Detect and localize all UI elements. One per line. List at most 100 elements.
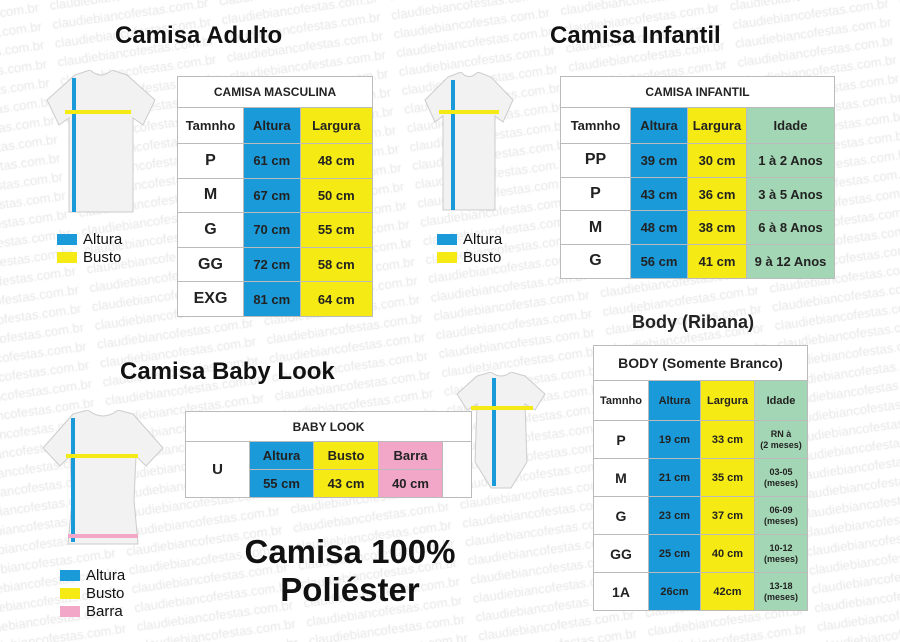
altura-swatch bbox=[437, 233, 457, 245]
legend-label: Busto bbox=[86, 584, 125, 602]
altura-cell: 26cm bbox=[648, 572, 701, 611]
col-header: Altura bbox=[648, 380, 701, 421]
material-line-2: Poliéster bbox=[280, 571, 420, 608]
idade-line: 13-18 bbox=[769, 580, 793, 591]
legend-label: Altura bbox=[83, 230, 123, 248]
bodysuit-image bbox=[456, 372, 546, 489]
size-cell: G bbox=[560, 244, 631, 279]
table-row: M 21 cm 35 cm 03-05 (meses) bbox=[593, 458, 808, 497]
table-row: PP 39 cm 30 cm 1 à 2 Anos bbox=[560, 143, 835, 178]
idade-cell: 13-18 (meses) bbox=[754, 572, 808, 611]
altura-swatch bbox=[60, 569, 80, 581]
legend-label: Altura bbox=[463, 230, 503, 248]
body-size-table: BODY (Somente Branco) Tamnho Altura Largur… bbox=[593, 345, 808, 611]
table-row: 1A 26cm 42cm 13-18 (meses) bbox=[593, 572, 808, 611]
table-row: P 61 cm 48 cm bbox=[177, 143, 374, 179]
adult-legend: Altura Busto bbox=[57, 230, 122, 266]
idade-line: 10-12 bbox=[769, 542, 793, 553]
legend-label: Busto bbox=[83, 248, 122, 266]
busto-swatch bbox=[60, 587, 80, 599]
size-cell: M bbox=[177, 177, 244, 214]
size-cell: GG bbox=[593, 534, 649, 573]
adult-size-table: CAMISA MASCULINA Tamnho Altura Largura P 61… bbox=[177, 76, 374, 317]
col-header: Largura bbox=[299, 107, 374, 144]
col-header: Tamnho bbox=[560, 107, 631, 144]
child-shirt-image bbox=[424, 72, 514, 211]
size-cell: M bbox=[593, 458, 649, 497]
idade-line: (meses) bbox=[763, 591, 799, 602]
idade-line: (meses) bbox=[763, 477, 799, 488]
table-row: G 23 cm 37 cm 06-09 (meses) bbox=[593, 496, 808, 535]
col-header: Barra bbox=[378, 441, 443, 470]
table-row: EXG 81 cm 64 cm bbox=[177, 281, 374, 317]
altura-cell: 21 cm bbox=[648, 458, 701, 497]
size-cell: P bbox=[177, 143, 244, 179]
babylook-legend: Altura Busto Barra bbox=[60, 566, 125, 620]
busto-swatch bbox=[57, 251, 77, 263]
idade-line: 03-05 bbox=[769, 466, 793, 477]
busto-swatch bbox=[437, 251, 457, 263]
table-row: G 56 cm 41 cm 9 à 12 Anos bbox=[560, 244, 835, 279]
largura-cell: 42cm bbox=[700, 572, 755, 611]
babylook-shirt-image bbox=[42, 410, 164, 545]
idade-line: (2 meses) bbox=[760, 439, 802, 450]
largura-cell: 58 cm bbox=[299, 246, 374, 283]
col-header: Altura bbox=[243, 107, 301, 144]
table-title: CAMISA INFANTIL bbox=[560, 76, 835, 108]
altura-swatch bbox=[57, 233, 77, 245]
table-row: GG 25 cm 40 cm 10-12 (meses) bbox=[593, 534, 808, 573]
altura-cell: 70 cm bbox=[243, 212, 301, 248]
size-cell: 1A bbox=[593, 572, 649, 611]
largura-cell: 40 cm bbox=[700, 534, 755, 573]
legend-label: Busto bbox=[463, 248, 502, 266]
table-row: P 43 cm 36 cm 3 à 5 Anos bbox=[560, 176, 835, 212]
barra-cell: 40 cm bbox=[378, 469, 443, 498]
table-title: BABY LOOK bbox=[185, 411, 472, 442]
altura-cell: 81 cm bbox=[243, 281, 301, 317]
size-cell: U bbox=[185, 441, 250, 498]
altura-cell: 72 cm bbox=[243, 246, 301, 283]
largura-cell: 35 cm bbox=[700, 458, 755, 497]
largura-cell: 37 cm bbox=[700, 496, 755, 535]
size-cell: GG bbox=[177, 246, 244, 283]
child-size-table: CAMISA INFANTIL Tamnho Altura Largura Idade… bbox=[560, 76, 835, 279]
largura-cell: 48 cm bbox=[299, 143, 374, 179]
material-line-1: Camisa 100% bbox=[244, 533, 456, 570]
adult-shirt-image bbox=[46, 70, 156, 213]
largura-cell: 50 cm bbox=[299, 177, 374, 214]
altura-cell: 56 cm bbox=[630, 244, 688, 279]
altura-cell: 67 cm bbox=[243, 177, 301, 214]
idade-cell: 1 à 2 Anos bbox=[746, 143, 835, 178]
col-header: Busto bbox=[313, 441, 379, 470]
largura-cell: 38 cm bbox=[687, 210, 747, 246]
idade-cell: 10-12 (meses) bbox=[754, 534, 808, 573]
altura-cell: 55 cm bbox=[249, 469, 314, 498]
col-header: Largura bbox=[687, 107, 747, 144]
col-header: Idade bbox=[754, 380, 808, 421]
col-header: Tamnho bbox=[593, 380, 649, 421]
title-body: Body (Ribana) bbox=[632, 312, 755, 332]
altura-cell: 23 cm bbox=[648, 496, 701, 535]
size-cell: P bbox=[560, 176, 631, 212]
idade-cell: 03-05 (meses) bbox=[754, 458, 808, 497]
barra-swatch bbox=[60, 605, 80, 617]
idade-cell: 6 à 8 Anos bbox=[746, 210, 835, 246]
idade-line: (meses) bbox=[763, 515, 799, 526]
size-cell: PP bbox=[560, 143, 631, 178]
legend-label: Barra bbox=[86, 602, 123, 620]
altura-cell: 61 cm bbox=[243, 143, 301, 179]
largura-cell: 33 cm bbox=[700, 420, 755, 459]
altura-cell: 19 cm bbox=[648, 420, 701, 459]
largura-cell: 41 cm bbox=[687, 244, 747, 279]
table-row: P 19 cm 33 cm RN à (2 meses) bbox=[593, 420, 808, 459]
largura-cell: 36 cm bbox=[687, 176, 747, 212]
size-cell: P bbox=[593, 420, 649, 459]
largura-cell: 64 cm bbox=[299, 281, 374, 317]
table-row: M 48 cm 38 cm 6 à 8 Anos bbox=[560, 210, 835, 246]
col-header: Tamnho bbox=[177, 107, 244, 144]
col-header: Largura bbox=[700, 380, 755, 421]
busto-cell: 43 cm bbox=[313, 469, 379, 498]
col-header: Altura bbox=[249, 441, 314, 470]
empty-cell bbox=[442, 441, 472, 498]
size-cell: G bbox=[177, 212, 244, 248]
